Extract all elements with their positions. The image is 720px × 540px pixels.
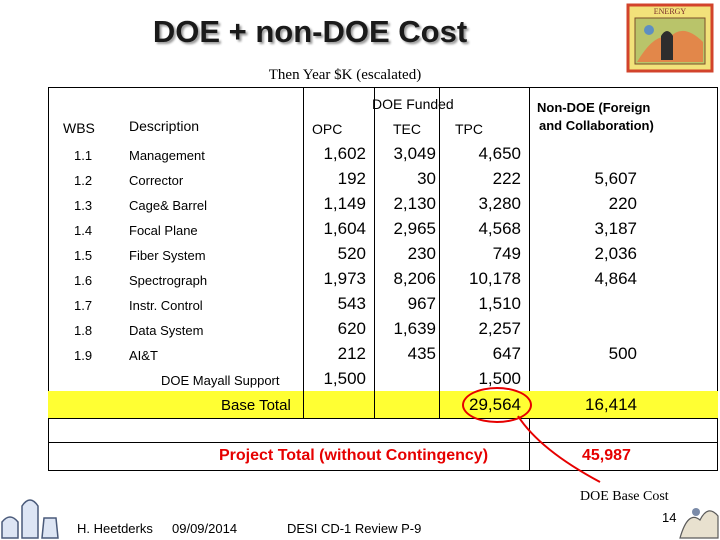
opc-cell: 1,973 xyxy=(323,269,366,288)
header-description: Description xyxy=(129,118,200,134)
base-total-highlight xyxy=(48,391,718,418)
non-doe-cell: 3,187 xyxy=(594,219,637,238)
footer-date: 09/09/2014 xyxy=(172,521,238,536)
description-cell: Fiber System xyxy=(129,248,206,263)
annotation-arrow xyxy=(517,415,601,483)
opc-cell: 1,604 xyxy=(323,219,366,238)
tpc-cell: 3,280 xyxy=(478,194,521,213)
non-doe-cell: 5,607 xyxy=(594,169,637,188)
wbs-cell: 1.5 xyxy=(74,248,93,263)
annotation-text: DOE Base Cost xyxy=(580,489,669,504)
description-cell: Cage& Barrel xyxy=(129,198,208,213)
header-tpc: TPC xyxy=(455,121,483,137)
header-non-doe-line1: Non-DOE (Foreign xyxy=(537,100,651,115)
tpc-cell: 749 xyxy=(492,244,521,263)
tec-cell: 2,965 xyxy=(393,219,436,238)
description-cell: Corrector xyxy=(129,173,184,188)
opc-cell: 1,602 xyxy=(323,144,366,163)
tec-cell: 30 xyxy=(417,169,436,188)
doe-logo-icon: ENERGY xyxy=(626,3,714,73)
project-total-label: Project Total (without Contingency) xyxy=(219,447,489,464)
tpc-cell: 647 xyxy=(492,344,521,363)
footer-author: H. Heetderks xyxy=(77,521,153,536)
wbs-cell: 1.9 xyxy=(74,348,93,363)
mayall-tpc: 1,500 xyxy=(478,369,521,388)
header-tec: TEC xyxy=(393,121,421,137)
tec-cell: 435 xyxy=(407,344,436,363)
description-cell: Data System xyxy=(129,323,204,338)
subtitle: Then Year $K (escalated) xyxy=(268,67,422,83)
mayall-opc: 1,500 xyxy=(323,369,366,388)
tec-cell: 967 xyxy=(407,294,436,313)
wbs-cell: 1.8 xyxy=(74,323,93,338)
tpc-cell: 2,257 xyxy=(478,319,521,338)
base-total-non-doe: 16,414 xyxy=(585,395,637,414)
header-doe-funded: DOE Funded xyxy=(372,96,454,112)
wbs-cell: 1.7 xyxy=(74,298,93,313)
description-cell: AI&T xyxy=(129,348,158,363)
project-total-value: 45,987 xyxy=(582,447,631,464)
mayall-label: DOE Mayall Support xyxy=(161,373,280,388)
tpc-cell: 222 xyxy=(492,169,521,188)
base-total-label: Base Total xyxy=(221,397,291,414)
tec-cell: 8,206 xyxy=(393,269,436,288)
non-doe-cell: 220 xyxy=(608,194,637,213)
telescope-drawing-icon xyxy=(1,499,59,539)
wbs-cell: 1.1 xyxy=(74,148,93,163)
tec-cell: 3,049 xyxy=(393,144,436,163)
page-title: DOE + non-DOE Cost xyxy=(152,14,468,49)
tec-cell: 2,130 xyxy=(393,194,436,213)
tpc-cell: 4,568 xyxy=(478,219,521,238)
non-doe-cell: 4,864 xyxy=(594,269,637,288)
opc-cell: 543 xyxy=(337,294,366,313)
wbs-cell: 1.4 xyxy=(74,223,93,238)
tec-cell: 1,639 xyxy=(393,319,436,338)
description-cell: Instr. Control xyxy=(129,298,203,313)
wbs-cell: 1.2 xyxy=(74,173,93,188)
tpc-cell: 4,650 xyxy=(478,144,521,163)
opc-cell: 1,149 xyxy=(323,194,366,213)
description-cell: Spectrograph xyxy=(129,273,208,288)
opc-cell: 520 xyxy=(337,244,366,263)
opc-cell: 620 xyxy=(337,319,366,338)
description-cell: Focal Plane xyxy=(129,223,198,238)
header-opc: OPC xyxy=(312,121,343,137)
landscape-drawing-icon xyxy=(679,508,719,539)
tpc-cell: 10,178 xyxy=(469,269,521,288)
highlight-ellipse xyxy=(462,387,532,423)
tec-cell: 230 xyxy=(407,244,436,263)
non-doe-cell: 2,036 xyxy=(594,244,637,263)
tpc-cell: 1,510 xyxy=(478,294,521,313)
header-non-doe-line2: and Collaboration) xyxy=(539,118,654,133)
wbs-cell: 1.3 xyxy=(74,198,93,213)
opc-cell: 212 xyxy=(337,344,366,363)
description-cell: Management xyxy=(129,148,205,163)
wbs-cell: 1.6 xyxy=(74,273,93,288)
logo-text: ENERGY xyxy=(654,7,687,16)
non-doe-cell: 500 xyxy=(608,344,637,363)
opc-cell: 192 xyxy=(337,169,366,188)
footer-review: DESI CD-1 Review P-9 xyxy=(287,521,422,536)
page-number: 14 xyxy=(662,510,677,525)
header-wbs: WBS xyxy=(63,120,95,136)
